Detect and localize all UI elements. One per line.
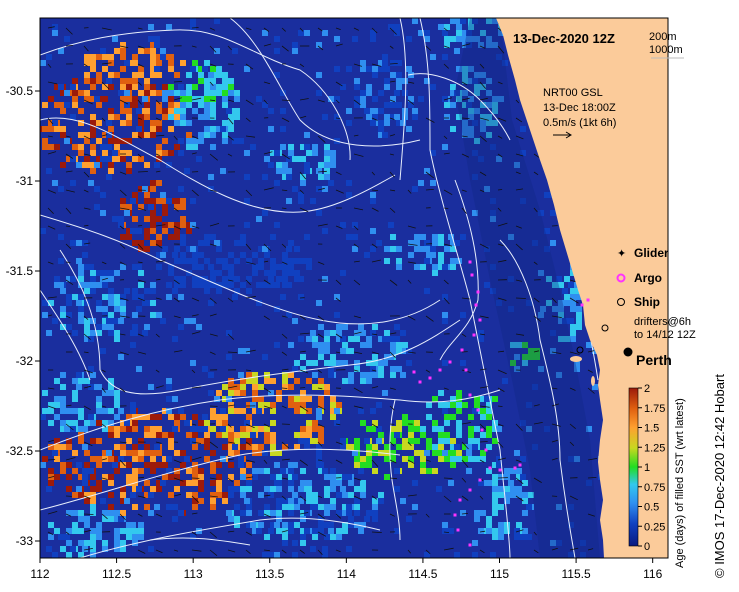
y-tick-label: -31	[16, 174, 34, 188]
x-tick-label: 115	[490, 567, 509, 581]
scale-arrow	[553, 131, 572, 139]
perth-marker	[623, 347, 633, 357]
x-tick-label: 114.5	[408, 567, 437, 581]
ship-legend-label: Ship	[634, 295, 660, 309]
current-vectors	[47, 26, 598, 557]
sst-cells	[40, 18, 668, 558]
current-scale: 0.5m/s (1kt 6h)	[543, 117, 616, 129]
colorbar-tick-label: 0.75	[644, 482, 665, 494]
depth-legend-200m: 200m	[649, 31, 677, 43]
colorbar-tick-label: 0.5	[644, 502, 659, 514]
colorbar-tick-label: 1	[644, 462, 650, 474]
glider-legend-label: Glider	[634, 246, 669, 260]
garden-island	[591, 376, 595, 386]
plot-frame	[39, 17, 669, 559]
x-tick-label: 116	[643, 567, 662, 581]
rottnest-island	[570, 356, 582, 362]
colorbar-tick-label: 1.25	[644, 442, 665, 454]
colorbar-tick-label: 0.25	[644, 521, 665, 533]
colorbar-ticks: 0 0.25 0.5 0.75 1 1.25 1.5 1.75 2	[638, 383, 665, 553]
depth-legend-1000m: 1000m	[649, 44, 683, 56]
current-time: 13-Dec 18:00Z	[543, 102, 616, 114]
land-western-australia	[496, 18, 668, 558]
contour-lines	[40, 18, 599, 558]
glider-track	[412, 260, 590, 547]
colorbar-tick-label: 2	[644, 383, 650, 395]
x-tick-label: 112	[30, 567, 49, 581]
colorbar-tick-label: 1.75	[644, 403, 665, 415]
x-axis: 112 112.5 113 113.5 114 114.5 115 115.5 116	[30, 558, 663, 581]
x-tick-label: 113.5	[255, 567, 284, 581]
argo-legend-label: Argo	[634, 271, 662, 285]
colorbar	[628, 387, 639, 547]
colorbar-tick-label: 0	[644, 541, 650, 553]
x-tick-label: 114	[337, 567, 356, 581]
credit-text: © IMOS 17-Dec-2020 12:42 Hobart	[712, 374, 727, 578]
glider-legend-symbol: ✦	[617, 248, 626, 260]
y-tick-label: -32.5	[6, 444, 34, 458]
x-tick-label: 113	[184, 567, 203, 581]
ship-legend-symbol	[617, 298, 625, 306]
y-axis: -30.5 -31 -31.5 -32 -32.5 -33	[6, 84, 40, 548]
colorbar-tick-label: 1.5	[644, 423, 659, 435]
y-tick-label: -32	[16, 354, 34, 368]
drifters-legend-line2: to 14/12 12Z	[634, 329, 696, 341]
x-tick-label: 112.5	[102, 567, 131, 581]
map-title: 13-Dec-2020 12Z	[513, 31, 615, 46]
ship-marker	[601, 324, 609, 332]
colorbar-label: Age (days) of filled SST (wrt latest)	[674, 398, 686, 568]
y-tick-label: -30.5	[6, 84, 34, 98]
perth-label: Perth	[636, 352, 672, 368]
y-tick-label: -31.5	[6, 264, 34, 278]
ship-marker	[576, 346, 584, 354]
drifters-legend-line1: drifters@6h	[634, 316, 691, 328]
y-tick-label: -33	[16, 534, 34, 548]
current-source: NRT00 GSL	[543, 87, 603, 99]
x-tick-label: 115.5	[562, 567, 591, 581]
argo-legend-symbol	[616, 273, 626, 283]
